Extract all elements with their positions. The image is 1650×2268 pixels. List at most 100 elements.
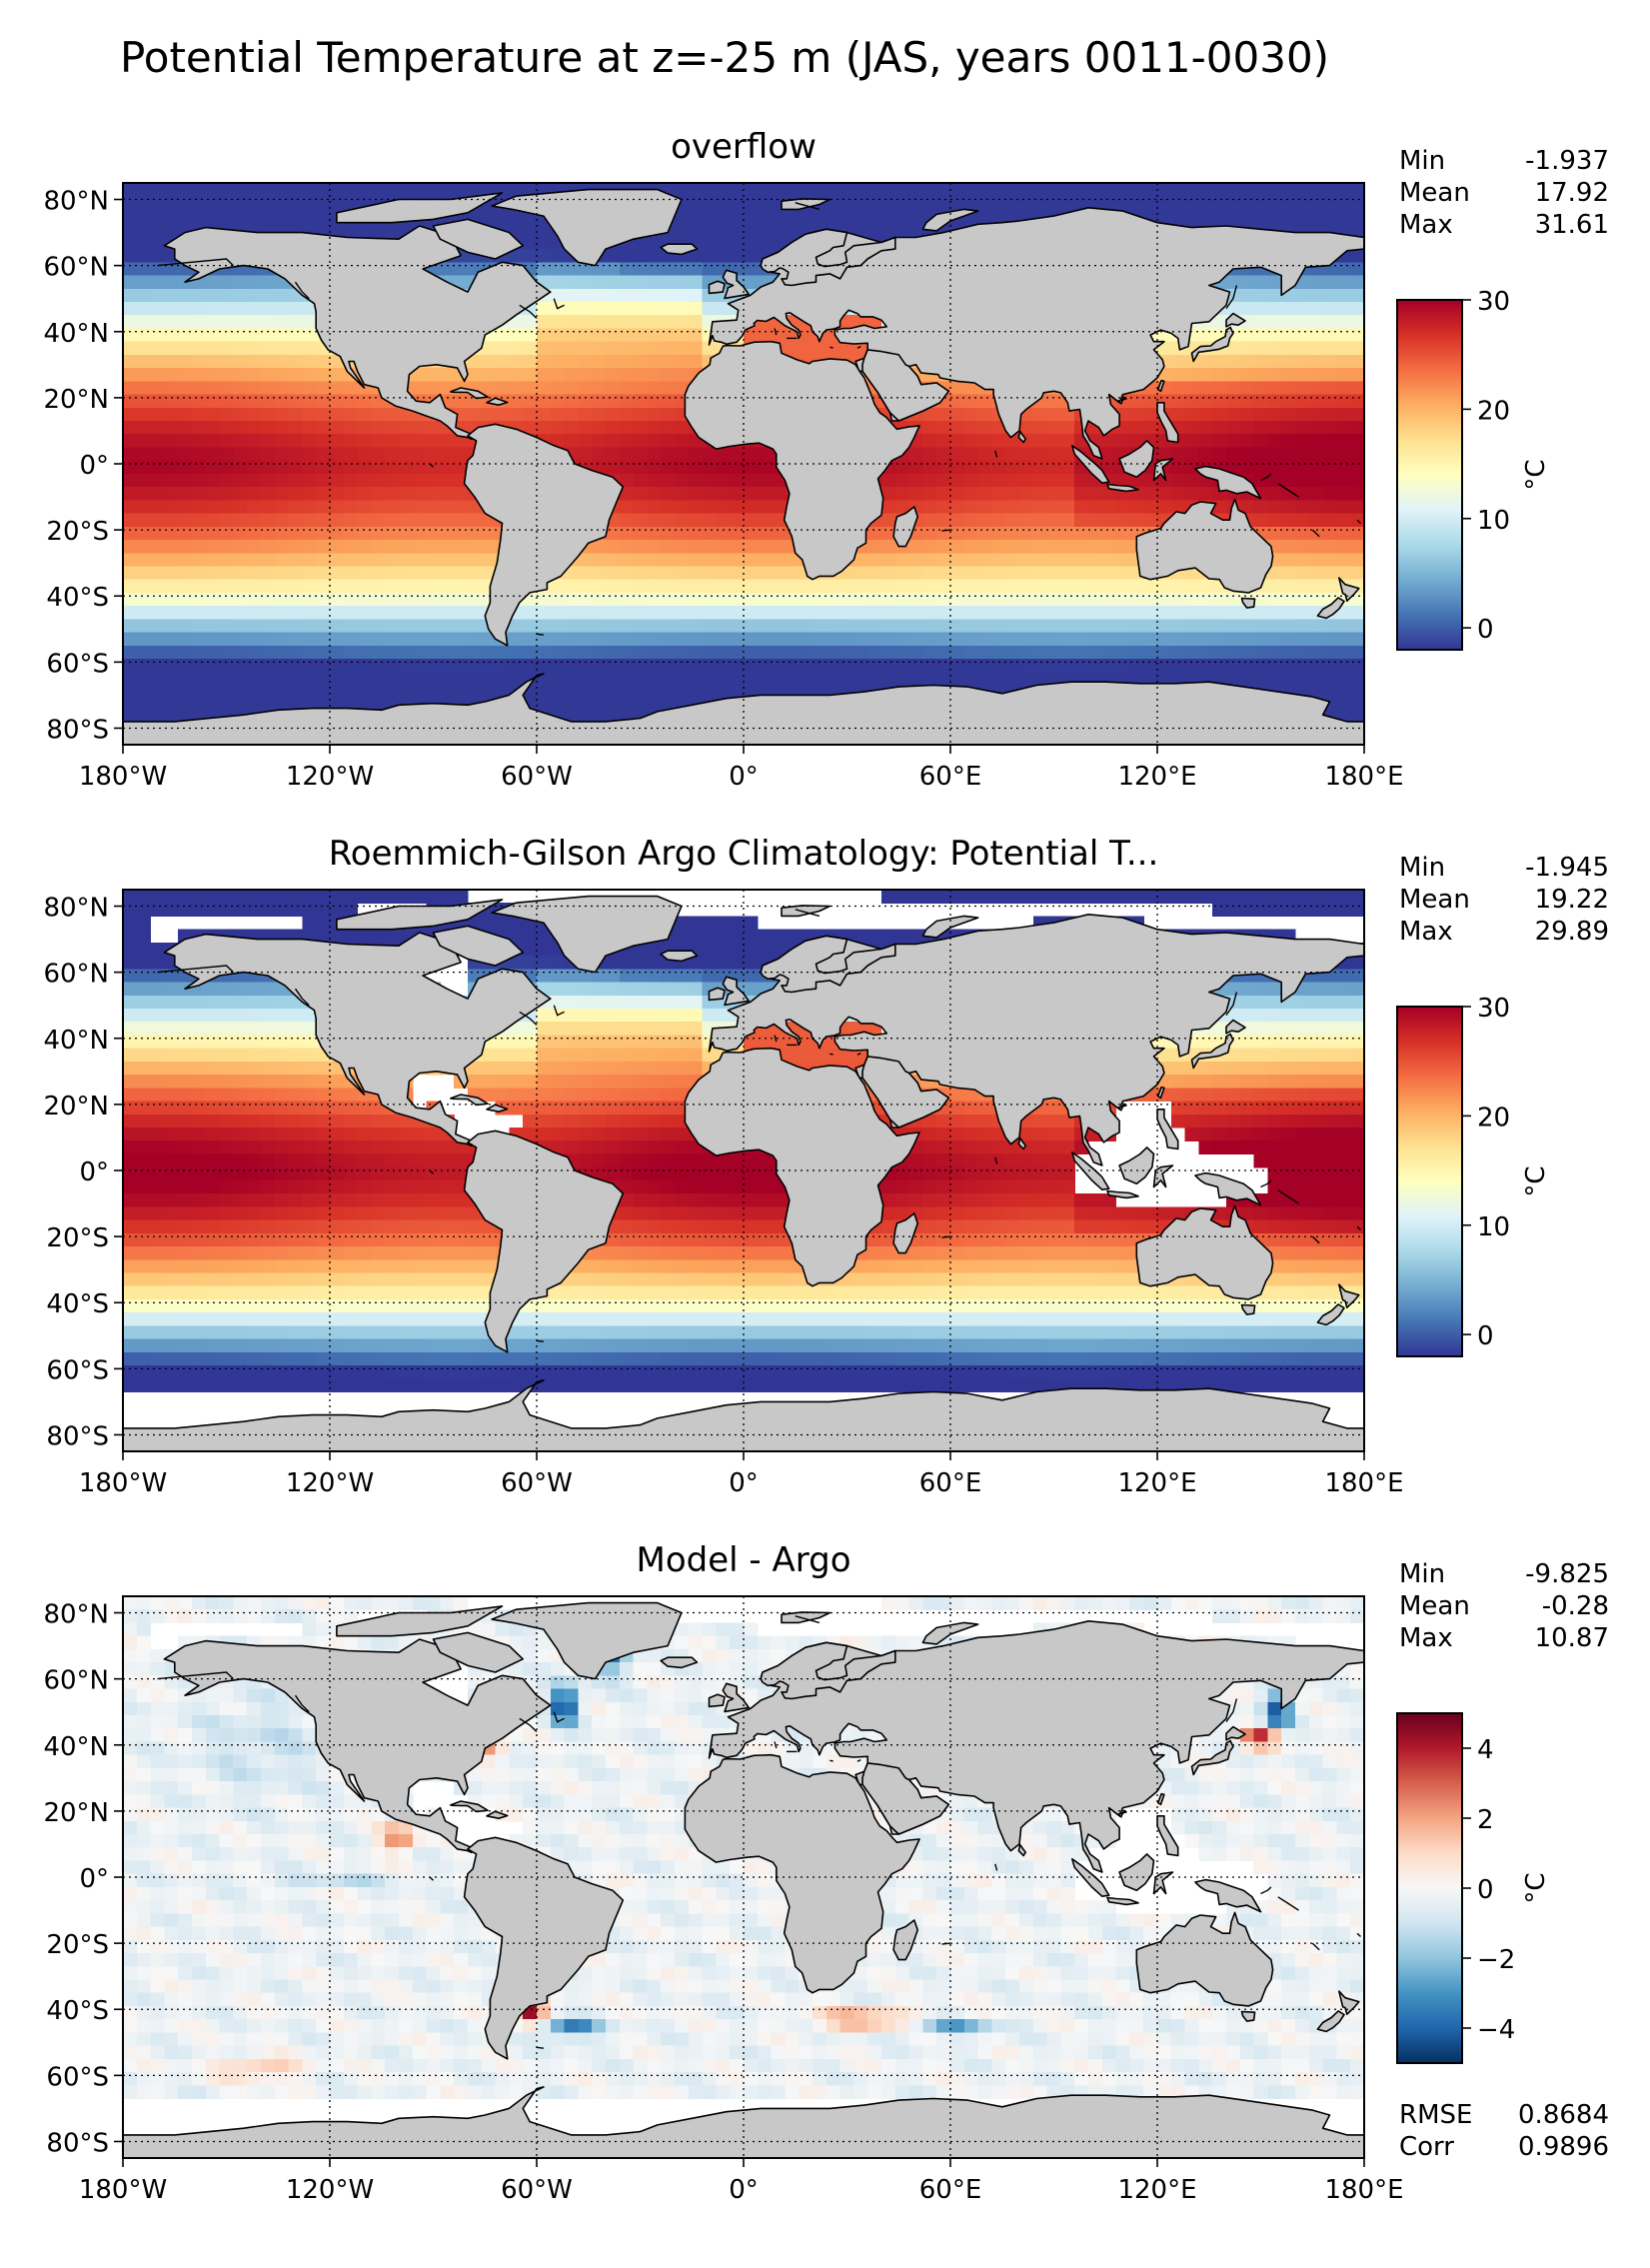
lon-tick-label: 180°E: [1324, 2175, 1403, 2205]
stat-label: Mean: [1399, 1591, 1470, 1621]
colorbar-tick-label: 30: [1477, 287, 1510, 317]
lat-tick-label: 60°N: [43, 960, 109, 990]
lat-tick-label: 80°N: [43, 894, 109, 924]
lat-tick-label: 20°N: [43, 1092, 109, 1122]
lon-tick-label: 120°W: [286, 762, 374, 792]
stat-value: 10.87: [1535, 1623, 1609, 1653]
colorbar-unit: °C: [1521, 1165, 1551, 1196]
lat-tick-label: 80°S: [46, 2128, 109, 2158]
lat-tick-label: 20°N: [43, 1798, 109, 1828]
lon-tick-label: 60°E: [919, 2175, 982, 2205]
colorbar-tick-label: −2: [1477, 1945, 1515, 1975]
lat-tick-label: 60°N: [43, 253, 109, 283]
lon-tick-label: 180°W: [79, 2175, 167, 2205]
stat-label: Min: [1399, 853, 1445, 883]
lat-tick-label: 40°N: [43, 319, 109, 349]
colorbar-tick-label: 30: [1477, 994, 1510, 1024]
colorbar-tick-label: 10: [1477, 506, 1510, 536]
lat-tick-label: 80°S: [46, 715, 109, 745]
stat-value: -1.945: [1525, 853, 1609, 883]
stat-value: 29.89: [1535, 917, 1609, 947]
lon-tick-label: 180°W: [79, 1468, 167, 1498]
colorbar-tick-label: 20: [1477, 1103, 1510, 1133]
stat-label: Mean: [1399, 885, 1470, 915]
stats-block: Min -1.945 Mean 19.22 Max 29.89: [1399, 853, 1609, 947]
lon-tick-label: 60°W: [501, 2175, 573, 2205]
lat-tick-label: 40°S: [46, 1289, 109, 1319]
colorbar: −4 −2 0 2 4 °C: [1397, 1713, 1551, 2063]
stat-label: Mean: [1399, 178, 1470, 208]
stat-value: 0.8684: [1518, 2100, 1609, 2130]
lon-tick-label: 60°W: [501, 1468, 573, 1498]
lat-tick-label: 20°S: [46, 1223, 109, 1253]
lon-tick-label: 120°W: [286, 1468, 374, 1498]
colorbar-unit: °C: [1521, 1872, 1551, 1903]
panel-title: overflow: [671, 127, 817, 167]
stat-label: Min: [1399, 1559, 1445, 1589]
colorbar: 0 10 20 30 °C: [1397, 994, 1551, 1356]
lon-tick-label: 120°E: [1117, 1468, 1196, 1498]
colorbar-tick-label: 0: [1477, 1321, 1494, 1351]
figure-title: Potential Temperature at z=-25 m (JAS, y…: [120, 33, 1329, 82]
land-ireland: [710, 281, 726, 293]
lon-tick-label: 0°: [729, 762, 759, 792]
lat-tick-label: 40°N: [43, 1026, 109, 1056]
lat-tick-label: 60°S: [46, 1355, 109, 1385]
colorbar-tick-label: 10: [1477, 1212, 1510, 1242]
lat-tick-label: 40°N: [43, 1732, 109, 1762]
lat-tick-label: 0°: [79, 1864, 109, 1894]
lon-tick-label: 60°W: [501, 762, 573, 792]
land-ireland: [710, 988, 726, 1000]
lat-tick-label: 80°S: [46, 1421, 109, 1451]
stat-label: Corr: [1399, 2132, 1454, 2162]
lat-tick-label: 0°: [79, 1157, 109, 1187]
stat-value: 31.61: [1535, 210, 1609, 240]
lat-tick-label: 80°N: [43, 1600, 109, 1630]
panel-obs: Roemmich-Gilson Argo Climatology: Potent…: [43, 834, 1609, 1498]
lon-tick-label: 60°E: [919, 1468, 982, 1498]
lon-tick-label: 120°E: [1117, 2175, 1196, 2205]
stat-label: Max: [1399, 210, 1453, 240]
stat-value: 17.92: [1535, 178, 1609, 208]
colorbar-tick-label: 2: [1477, 1805, 1494, 1835]
lon-tick-label: 0°: [729, 1468, 759, 1498]
stat-label: Max: [1399, 917, 1453, 947]
lat-tick-label: 20°S: [46, 517, 109, 547]
stat-value: 19.22: [1535, 885, 1609, 915]
panel-diff: Model - Argo 80°N 60°N 40°N 20°N 0° 20°S 40°S 60…: [43, 1540, 1609, 2205]
lon-tick-label: 180°W: [79, 762, 167, 792]
lon-tick-label: 120°E: [1117, 762, 1196, 792]
lon-tick-label: 60°E: [919, 762, 982, 792]
lon-tick-label: 180°E: [1324, 762, 1403, 792]
lon-tick-label: 0°: [729, 2175, 759, 2205]
map-field: [123, 1596, 1365, 2158]
colorbar-tick-label: −4: [1477, 2015, 1515, 2045]
panel-title: Roemmich-Gilson Argo Climatology: Potent…: [329, 834, 1159, 874]
colorbar-tick-label: 4: [1477, 1735, 1494, 1765]
lon-tick-label: 180°E: [1324, 1468, 1403, 1498]
lat-tick-label: 60°S: [46, 2062, 109, 2092]
colorbar-unit: °C: [1521, 459, 1551, 490]
stat-label: Max: [1399, 1623, 1453, 1653]
stat-value: -0.28: [1542, 1591, 1609, 1621]
lon-tick-label: 120°W: [286, 2175, 374, 2205]
colorbar-tick-label: 20: [1477, 396, 1510, 426]
colorbar-tick-label: 0: [1477, 1875, 1494, 1905]
stat-value: -1.937: [1525, 146, 1609, 176]
lat-tick-label: 40°S: [46, 1996, 109, 2026]
panel-title: Model - Argo: [637, 1540, 851, 1580]
lat-tick-label: 20°N: [43, 385, 109, 415]
lat-tick-label: 40°S: [46, 583, 109, 613]
lat-tick-label: 60°N: [43, 1666, 109, 1696]
map-field: [123, 890, 1365, 1451]
map-field: [123, 183, 1365, 752]
stat-value: 0.9896: [1518, 2132, 1609, 2162]
lat-tick-label: 20°S: [46, 1930, 109, 1960]
panel-model: overflow80°N60°N40°N20°N0°20°S40°S60°S80…: [43, 127, 1609, 792]
lat-tick-label: 0°: [79, 451, 109, 481]
stat-label: RMSE: [1399, 2100, 1472, 2130]
